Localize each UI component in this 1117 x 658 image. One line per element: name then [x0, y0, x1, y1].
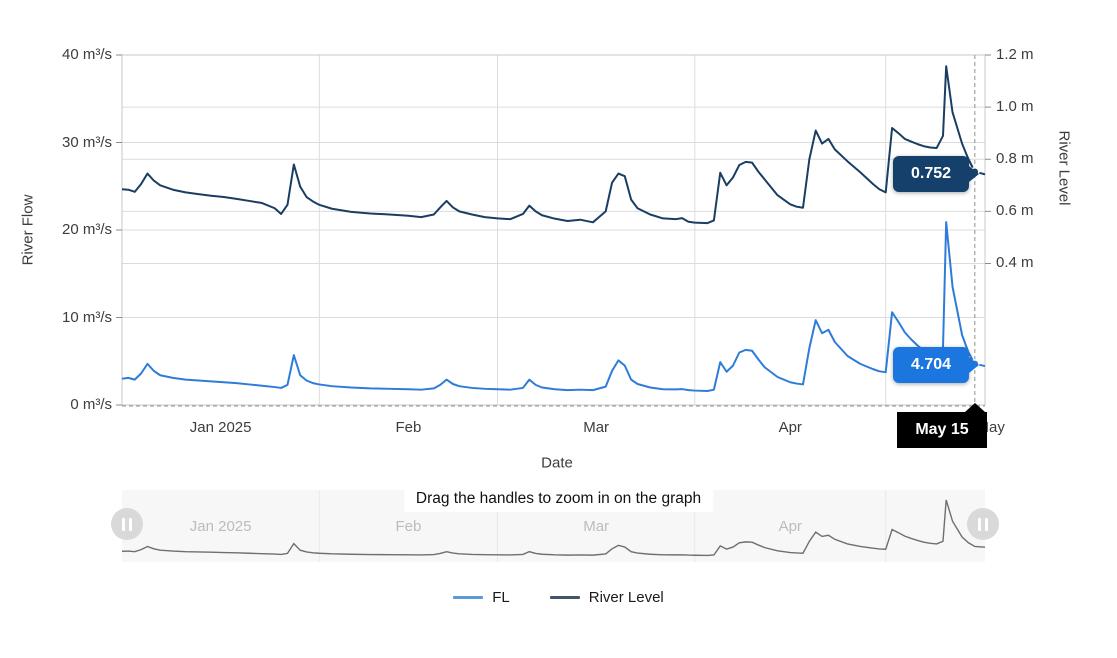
- date-tooltip: May 15: [897, 403, 987, 448]
- legend-item-river-level[interactable]: River Level: [549, 589, 664, 606]
- x-axis-title: Date: [541, 454, 573, 472]
- legend-item-fl[interactable]: FL: [453, 589, 510, 606]
- river-level-tooltip: 0.752: [893, 156, 969, 192]
- left-axis-tick-label: 10 m³/s: [61, 308, 112, 326]
- legend-label-river-level: River Level: [588, 589, 664, 606]
- right-axis-tick-label: 1.0 m: [996, 98, 1034, 116]
- nav-label-mar: Mar: [583, 518, 610, 535]
- legend: FL River Level: [0, 589, 1117, 606]
- river-level-line-swatch: [549, 596, 580, 599]
- navigator-right-handle[interactable]: [967, 508, 999, 540]
- left-axis-tick-label: 40 m³/s: [61, 46, 112, 63]
- left-axis-tick-label: 0 m³/s: [70, 396, 112, 413]
- nav-label-apr: Apr: [778, 518, 802, 535]
- handle-grip-icon: [985, 517, 988, 531]
- left-axis-tick-label: 30 m³/s: [61, 133, 112, 151]
- date-tooltip-value: May 15: [915, 421, 969, 438]
- river-level-tooltip-value: 0.752: [910, 165, 952, 182]
- x-axis-label-feb: Feb: [395, 419, 422, 436]
- nav-label-jan-2025: Jan 2025: [189, 518, 252, 535]
- handle-grip-icon: [129, 517, 132, 531]
- x-axis-label-apr: Apr: [778, 419, 802, 436]
- fl-tooltip-value: 4.704: [910, 356, 952, 373]
- right-axis-tick-label: 0.8 m: [996, 150, 1034, 168]
- left-axis-tick-label: 20 m³/s: [61, 221, 112, 238]
- x-axis-label-mar: Mar: [583, 419, 610, 436]
- fl-tooltip: 4.704: [893, 347, 969, 383]
- right-axis-tick-label: 0.4 m: [996, 254, 1034, 272]
- right-axis-tick-label: 0.6 m: [996, 202, 1034, 220]
- x-axis-label-jan-2025: Jan 2025: [189, 419, 252, 436]
- right-axis-title: River Level: [1055, 130, 1073, 206]
- navigator-series-line: [121, 499, 986, 557]
- handle-grip-icon: [978, 517, 981, 531]
- nav-label-feb: Feb: [395, 518, 422, 535]
- right-axis-tick-label: 1.2 m: [996, 46, 1034, 63]
- legend-label-fl: FL: [492, 589, 510, 606]
- handle-grip-icon: [122, 517, 125, 531]
- fl-line-swatch: [453, 596, 484, 599]
- fl-series-line[interactable]: [121, 221, 986, 392]
- navigator-hint: Drag the handles to zoom in on the graph: [403, 486, 714, 512]
- navigator-left-handle[interactable]: [111, 508, 143, 540]
- river-level-series-line[interactable]: [121, 65, 986, 225]
